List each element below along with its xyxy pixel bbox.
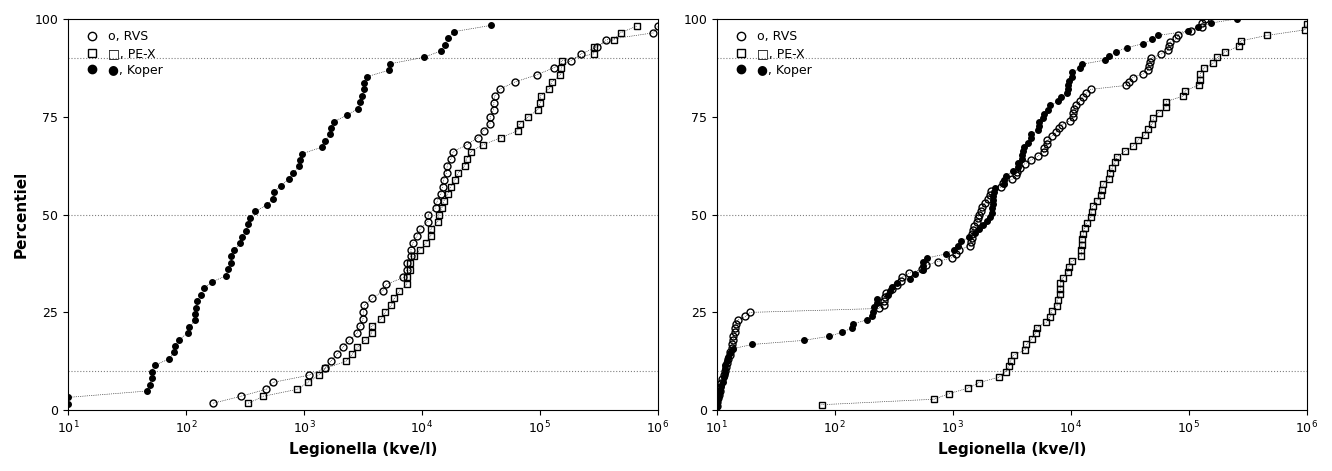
RVS	[650, 23, 666, 29]
Koper	[484, 23, 500, 28]
Koper	[713, 387, 729, 393]
Line: PE-X: PE-X	[818, 21, 1311, 408]
RVS	[975, 204, 991, 210]
PE-X	[240, 400, 256, 406]
PE-X	[553, 65, 569, 71]
Koper	[60, 401, 76, 406]
RVS	[356, 309, 372, 315]
Koper	[822, 333, 838, 339]
Koper	[218, 273, 234, 278]
Legend: o, RVS, □, PE-X, ●, Koper: o, RVS, □, PE-X, ●, Koper	[75, 25, 168, 81]
PE-X	[613, 30, 629, 36]
PE-X	[1192, 77, 1208, 82]
RVS	[1008, 172, 1024, 178]
PE-X	[814, 402, 830, 407]
Y-axis label: Percentiel: Percentiel	[13, 171, 29, 258]
PE-X	[629, 23, 645, 29]
RVS	[726, 329, 742, 335]
PE-X	[1191, 82, 1207, 88]
Koper	[709, 404, 725, 409]
PE-X	[1299, 22, 1315, 27]
Line: Koper: Koper	[714, 16, 1239, 409]
Koper	[170, 337, 186, 342]
Koper	[193, 292, 209, 298]
RVS	[546, 65, 562, 71]
Koper	[1031, 119, 1047, 125]
Legend: o, RVS, □, PE-X, ●, Koper: o, RVS, □, PE-X, ●, Koper	[723, 25, 817, 81]
Koper	[1035, 115, 1051, 121]
RVS	[349, 331, 365, 336]
PE-X	[338, 358, 354, 364]
Koper	[188, 305, 204, 310]
X-axis label: Legionella (kve/l): Legionella (kve/l)	[289, 442, 437, 457]
Koper	[1228, 16, 1244, 22]
RVS	[205, 400, 221, 406]
RVS	[400, 260, 416, 266]
Line: RVS: RVS	[714, 16, 1208, 410]
RVS	[1160, 48, 1176, 53]
X-axis label: Legionella (kve/l): Legionella (kve/l)	[938, 442, 1086, 457]
RVS	[645, 30, 661, 36]
RVS	[709, 404, 725, 409]
Koper	[204, 279, 220, 285]
Line: RVS: RVS	[209, 23, 661, 407]
PE-X	[1052, 286, 1068, 292]
PE-X	[1050, 303, 1066, 309]
RVS	[1197, 16, 1213, 22]
Line: PE-X: PE-X	[245, 23, 641, 407]
PE-X	[364, 331, 380, 336]
PE-X	[402, 260, 418, 266]
PE-X	[1043, 314, 1059, 319]
Koper	[1023, 131, 1039, 137]
RVS	[1168, 36, 1184, 41]
Koper	[290, 163, 306, 169]
Koper	[1020, 140, 1036, 146]
Line: Koper: Koper	[65, 23, 494, 406]
PE-X	[377, 309, 393, 315]
RVS	[738, 314, 754, 319]
PE-X	[1094, 193, 1110, 198]
RVS	[322, 358, 338, 364]
